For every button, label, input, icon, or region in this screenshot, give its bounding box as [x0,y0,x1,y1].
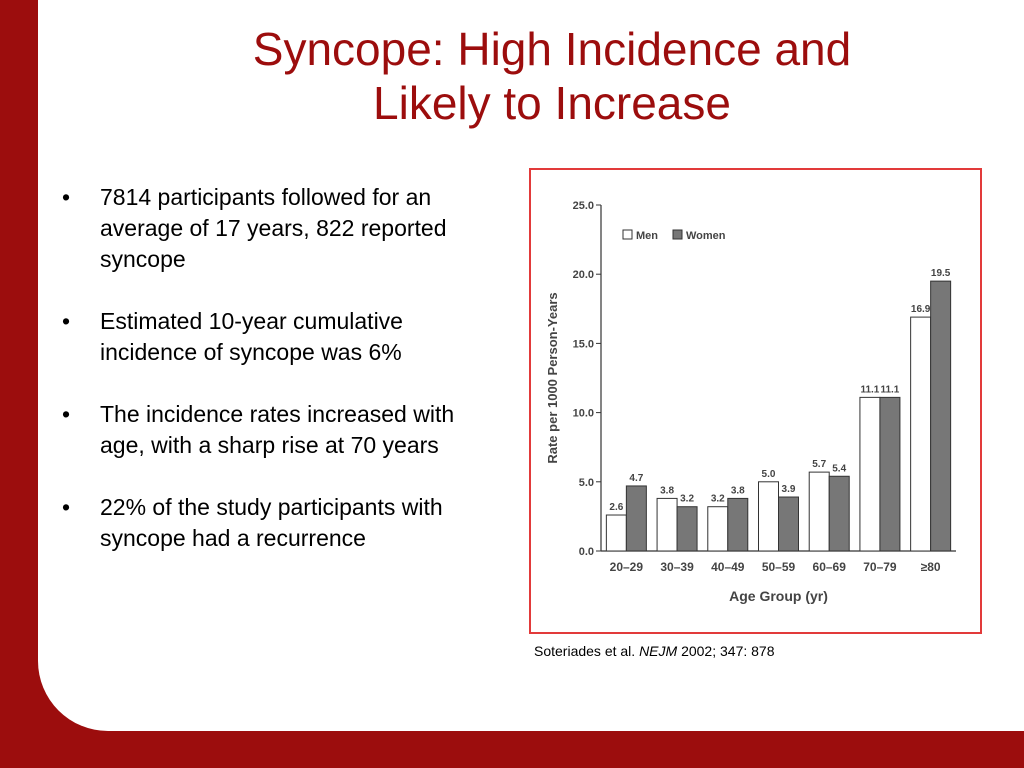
bullet-item: Estimated 10-year cumulative incidence o… [58,306,490,368]
bar-value-label: 5.7 [812,459,826,470]
bar-women [778,496,799,552]
bar-value-label: 4.7 [629,473,643,484]
x-tick-label: 60–69 [813,560,847,574]
bar-value-label: 11.1 [880,384,899,395]
bar-value-label: 3.2 [680,494,694,505]
legend-swatch-women [672,229,683,240]
legend-label-women: Women [686,230,726,242]
x-tick-label: 20–29 [610,560,644,574]
bar-women [676,506,698,552]
y-tick-label: 25.0 [573,200,594,212]
citation-journal: NEJM [639,643,678,659]
x-tick-label: 40–49 [711,560,745,574]
y-tick-label: 0.0 [579,546,594,558]
citation-authors: Soteriades et al. [534,643,636,659]
bullet-item: 7814 participants followed for an averag… [58,182,490,275]
bar-value-label: 19.5 [931,268,951,279]
bullet-item: 22% of the study participants with synco… [58,492,490,554]
bar-women [625,485,647,552]
x-tick-label: 70–79 [863,560,897,574]
x-axis-title: Age Group (yr) [729,588,828,604]
bar-value-label: 3.8 [660,485,674,496]
legend-label-men: Men [636,230,658,242]
bar-value-label: 3.9 [782,484,796,495]
bullet-item: The incidence rates increased with age, … [58,399,490,461]
x-tick-label: 50–59 [762,560,796,574]
bar-men [859,396,881,552]
bar-men [605,514,627,552]
slide-title: Syncope: High Incidence and Likely to In… [40,22,1024,130]
title-line-1: Syncope: High Incidence and [252,23,852,75]
y-tick-label: 5.0 [579,477,594,489]
bar-men [758,481,779,552]
bar-women [727,497,749,552]
bar-value-label: 11.1 [860,384,879,395]
bar-women [879,396,901,552]
y-tick-label: 15.0 [573,338,594,350]
title-line-2: Likely to Increase [373,77,731,129]
citation-details: 2002; 347: 878 [681,643,775,659]
x-tick-label: ≥80 [921,560,941,574]
bar-value-label: 2.6 [609,502,623,513]
bar-men [656,497,678,552]
y-axis-title: Rate per 1000 Person-Years [545,292,560,463]
bar-women [930,280,952,552]
bar-women [828,475,850,552]
bar-value-label: 16.9 [911,304,931,315]
x-tick-label: 30–39 [660,560,694,574]
bar-men [808,471,830,552]
y-tick-label: 10.0 [573,408,594,420]
bar-value-label: 5.4 [832,463,846,474]
bar-value-label: 5.0 [762,469,776,480]
bar-value-label: 3.8 [731,485,745,496]
bar-chart: 0.0 5.0 10.0 15.0 20.0 25.0 Rate per 1000 Pers… [545,200,956,604]
y-tick-label: 20.0 [573,269,594,281]
bar-value-label: 3.2 [711,494,725,505]
citation: Soteriades et al. NEJM 2002; 347: 878 [534,643,775,659]
legend-swatch-men [622,229,633,240]
bar-men [910,316,932,552]
bar-men [707,506,729,552]
chart-frame: 0.0 5.0 10.0 15.0 20.0 25.0 Rate per 1000 Pers… [529,168,982,634]
bullet-list: 7814 participants followed for an averag… [58,182,490,585]
